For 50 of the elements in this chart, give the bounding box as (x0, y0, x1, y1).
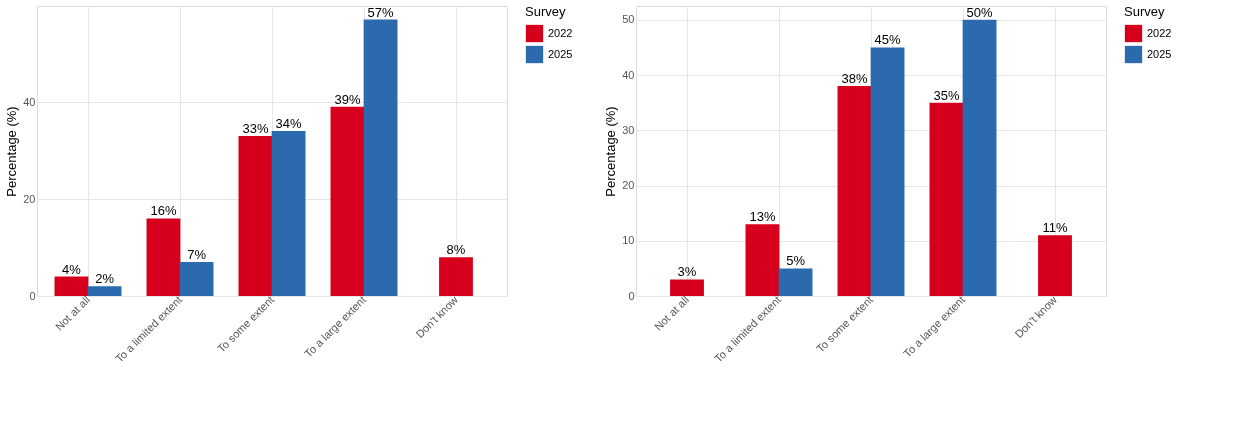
data-label: 50% (966, 4, 993, 20)
legend-title: Survey (1124, 4, 1165, 19)
bar (271, 131, 306, 296)
bar (363, 19, 398, 296)
data-label: 45% (874, 32, 901, 48)
data-label: 33% (242, 120, 269, 136)
data-label: 7% (187, 247, 207, 263)
legend-title: Survey (525, 4, 566, 19)
x-tick-label: Not at all (52, 293, 93, 333)
bar (870, 47, 905, 296)
y-tick-label: 30 (622, 123, 635, 136)
bar (962, 19, 997, 296)
bar (929, 102, 964, 296)
data-label: 11% (1042, 220, 1068, 236)
data-label: 35% (933, 87, 960, 103)
y-tick-label: 40 (23, 95, 36, 108)
y-tick-label: 40 (622, 68, 635, 81)
data-label: 57% (367, 4, 394, 20)
bar (179, 262, 214, 296)
y-tick-label: 0 (29, 289, 36, 302)
y-tick-label: 50 (622, 13, 635, 26)
data-label: 5% (786, 253, 806, 269)
data-label: 13% (749, 209, 776, 225)
data-label: 38% (841, 71, 868, 87)
bar (330, 106, 365, 296)
bar (54, 276, 89, 296)
legend-label: 2022 (548, 26, 573, 39)
y-axis-title: Percentage (%) (603, 106, 619, 197)
bar (745, 224, 780, 296)
legend-label: 2025 (548, 47, 573, 60)
data-label: 2% (95, 271, 115, 287)
data-label: 16% (150, 203, 177, 219)
y-axis-title: Percentage (%) (4, 106, 20, 197)
bar (837, 86, 872, 296)
y-tick-label: 0 (628, 289, 635, 302)
data-label: 8% (446, 242, 466, 258)
legend-label: 2022 (1147, 26, 1172, 39)
data-label: 4% (62, 261, 82, 277)
bar (87, 286, 122, 296)
data-label: 39% (334, 91, 361, 107)
y-tick-label: 20 (622, 179, 635, 192)
y-tick-label: 10 (622, 234, 635, 247)
x-tick-label: Not at all (651, 293, 692, 333)
bar (146, 218, 181, 296)
legend-label: 2025 (1147, 47, 1172, 60)
data-label: 34% (275, 116, 302, 132)
bar (778, 268, 813, 296)
y-tick-label: 20 (23, 192, 36, 205)
bar (238, 135, 273, 296)
data-label: 3% (677, 264, 697, 280)
